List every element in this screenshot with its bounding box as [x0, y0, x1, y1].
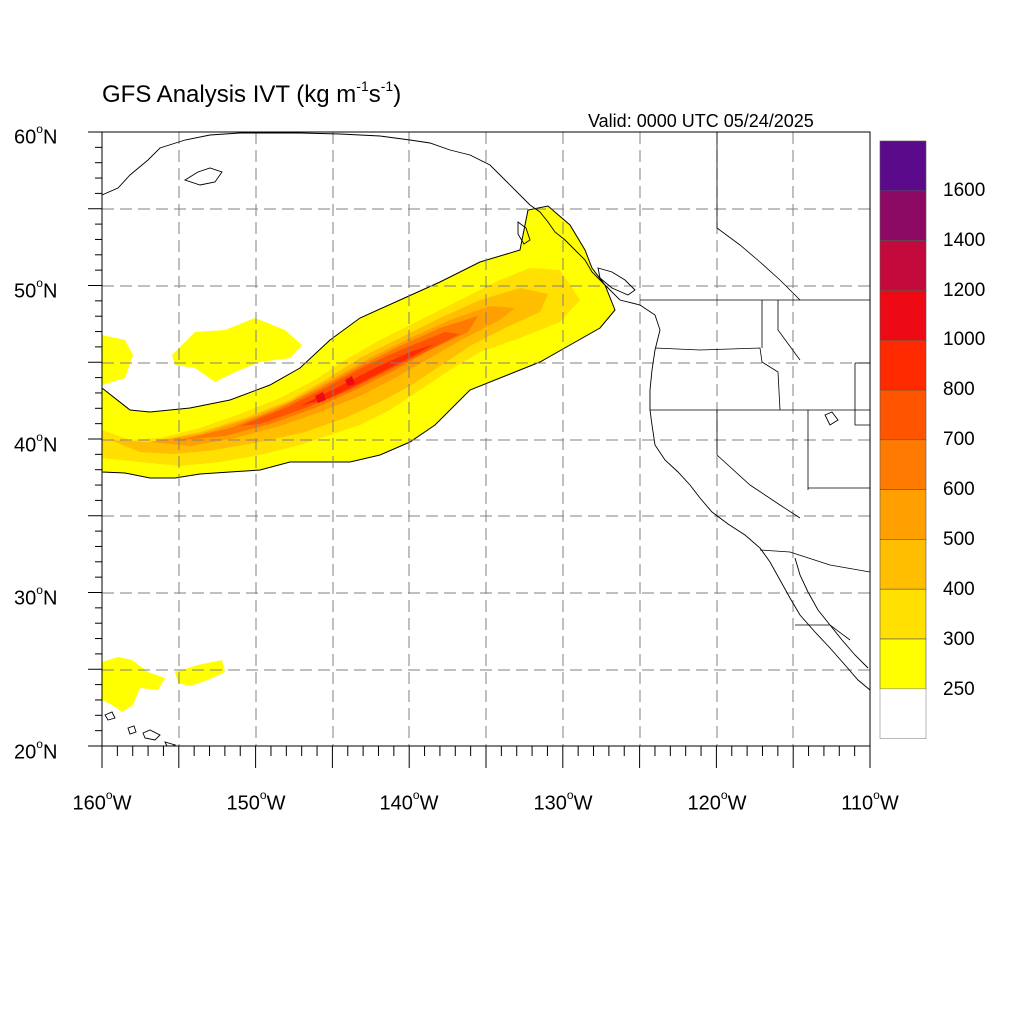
colorbar-box — [879, 588, 927, 640]
lon-label-130w: 130oW — [533, 788, 593, 815]
ivt-1000-spot — [315, 392, 326, 403]
washington-oregon-border — [654, 347, 781, 411]
north-america-coast — [529, 204, 870, 691]
colorbar-label: 500 — [943, 529, 975, 550]
lat-label-40n: 40oN — [14, 430, 58, 457]
colorbar-label: 400 — [943, 579, 975, 600]
graticule — [102, 132, 870, 746]
ivt-250-patch — [102, 657, 165, 712]
lat-label-30n: 30oN — [14, 583, 58, 610]
colorbar — [879, 140, 927, 739]
colorbar-box — [879, 489, 927, 540]
ivt-250-patch — [175, 660, 225, 686]
lon-label-160w: 160oW — [72, 788, 132, 815]
colorbar-label: 700 — [943, 429, 975, 450]
colorbar-box — [879, 140, 927, 192]
alaska-coast — [102, 132, 531, 206]
california-nevada-border — [716, 410, 801, 519]
idaho-border — [761, 300, 801, 361]
axis-ticks — [88, 131, 871, 768]
colorbar-box — [879, 389, 927, 441]
alaska-canada-border — [716, 132, 801, 301]
lon-label-140w: 140oW — [379, 788, 439, 815]
ivt-600-region — [180, 316, 478, 440]
ivt-1000-spot — [345, 376, 355, 386]
colorbar-box — [879, 240, 927, 291]
lon-label-110w: 110oW — [841, 788, 899, 815]
lon-label-150w: 150oW — [226, 788, 286, 815]
colorbar-label: 1600 — [943, 180, 986, 201]
coastlines — [102, 132, 870, 746]
colorbar-label: 1400 — [943, 230, 986, 251]
ivt-800-region — [300, 344, 435, 406]
colorbar-label: 600 — [943, 479, 975, 500]
us-mexico-border — [759, 549, 870, 573]
valid-time-label: Valid: 0000 UTC 05/24/2025 — [588, 111, 814, 131]
colorbar-label: 300 — [943, 629, 975, 650]
kodiak-island — [183, 167, 223, 186]
colorbar-box — [879, 688, 927, 739]
political-boundaries — [640, 132, 870, 641]
colorbar-label: 1000 — [943, 329, 986, 350]
utah-border — [854, 362, 870, 426]
sonora-border — [795, 624, 851, 641]
lat-label-50n: 50oN — [14, 276, 58, 303]
colorbar-label: 1200 — [943, 280, 986, 301]
lat-label-60n: 60oN — [14, 122, 58, 149]
great-salt-lake — [824, 411, 839, 426]
colorbar-box — [879, 439, 927, 490]
baja-gulf-coast — [794, 557, 869, 669]
colorbar-box — [879, 339, 927, 391]
colorbar-label: 250 — [943, 679, 975, 700]
colorbar-box — [879, 290, 927, 341]
colorbar-label: 800 — [943, 379, 975, 400]
ivt-250-region — [102, 205, 616, 479]
chart-title: GFS Analysis IVT (kg m-1s-1) — [102, 78, 402, 108]
ivt-250-patch — [102, 335, 133, 385]
colorbar-box — [879, 190, 927, 241]
ivt-250-patch — [172, 318, 302, 382]
colorbar-box — [879, 539, 927, 590]
lat-label-20n: 20oN — [14, 737, 58, 764]
hawaii-islands — [104, 711, 177, 746]
colorbar-box — [879, 638, 927, 690]
haida-gwaii — [517, 221, 531, 245]
vancouver-island — [597, 267, 636, 296]
ivt-shading — [102, 205, 616, 712]
lon-label-120w: 120oW — [687, 788, 747, 815]
